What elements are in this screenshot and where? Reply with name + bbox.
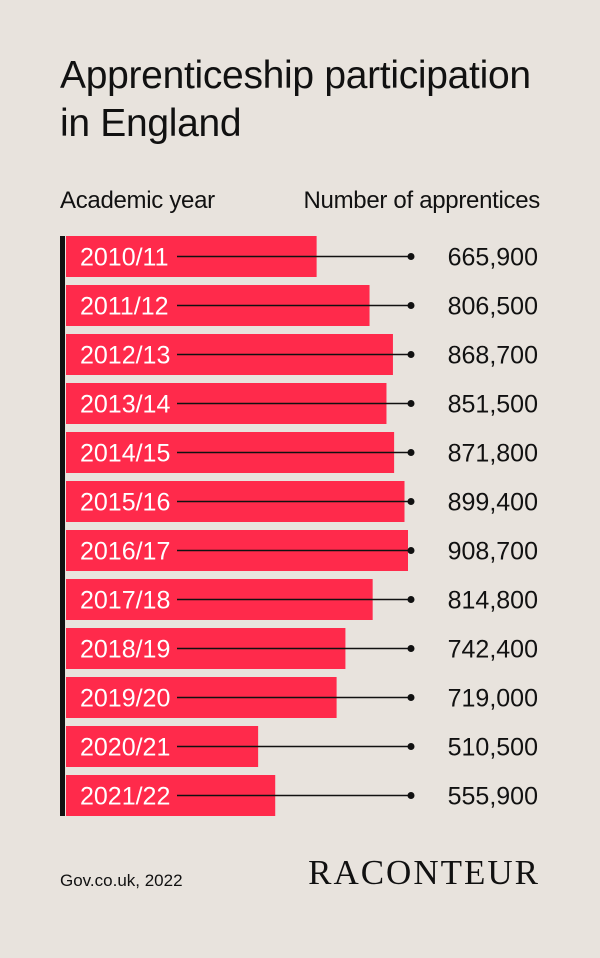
category-label: 2011/12 [80,293,169,321]
value-label: 814,800 [448,587,538,615]
leader-dot [407,351,415,358]
leader-dot [407,596,415,603]
category-label: 2010/11 [80,244,169,272]
leader-dot [407,302,415,309]
value-header: Number of apprentices [303,187,541,214]
category-label: 2021/22 [80,783,170,811]
leader-dot [407,449,415,456]
brand-logo: RACONTEUR [308,853,540,892]
leader-dot [407,253,415,260]
leader-dot [407,400,415,407]
value-label: 868,700 [448,342,538,370]
value-label: 719,000 [448,685,538,713]
value-label: 851,500 [448,391,538,419]
category-label: 2014/15 [80,440,170,468]
source-note: Gov.co.uk, 2022 [60,871,183,890]
leader-dot [407,498,415,505]
value-label: 510,500 [448,734,538,762]
category-label: 2016/17 [80,538,170,566]
leader-dot [407,547,415,554]
value-label: 908,700 [448,538,538,566]
category-header: Academic year [60,187,215,214]
category-label: 2020/21 [80,734,170,762]
leader-dot [407,792,415,799]
category-label: 2019/20 [80,685,170,713]
leader-dot [407,743,415,750]
value-label: 555,900 [448,783,538,811]
value-label: 871,800 [448,440,538,468]
category-label: 2017/18 [80,587,170,615]
leader-dot [407,694,415,701]
category-label: 2015/16 [80,489,170,517]
category-label: 2013/14 [80,391,170,419]
y-axis-line [60,236,65,816]
value-label: 806,500 [448,293,538,321]
value-label: 899,400 [448,489,538,517]
category-label: 2012/13 [80,342,170,370]
chart-title: Apprenticeship participation in England [60,54,531,145]
value-label: 665,900 [448,244,538,272]
leader-dot [407,645,415,652]
value-label: 742,400 [448,636,538,664]
category-label: 2018/19 [80,636,170,664]
